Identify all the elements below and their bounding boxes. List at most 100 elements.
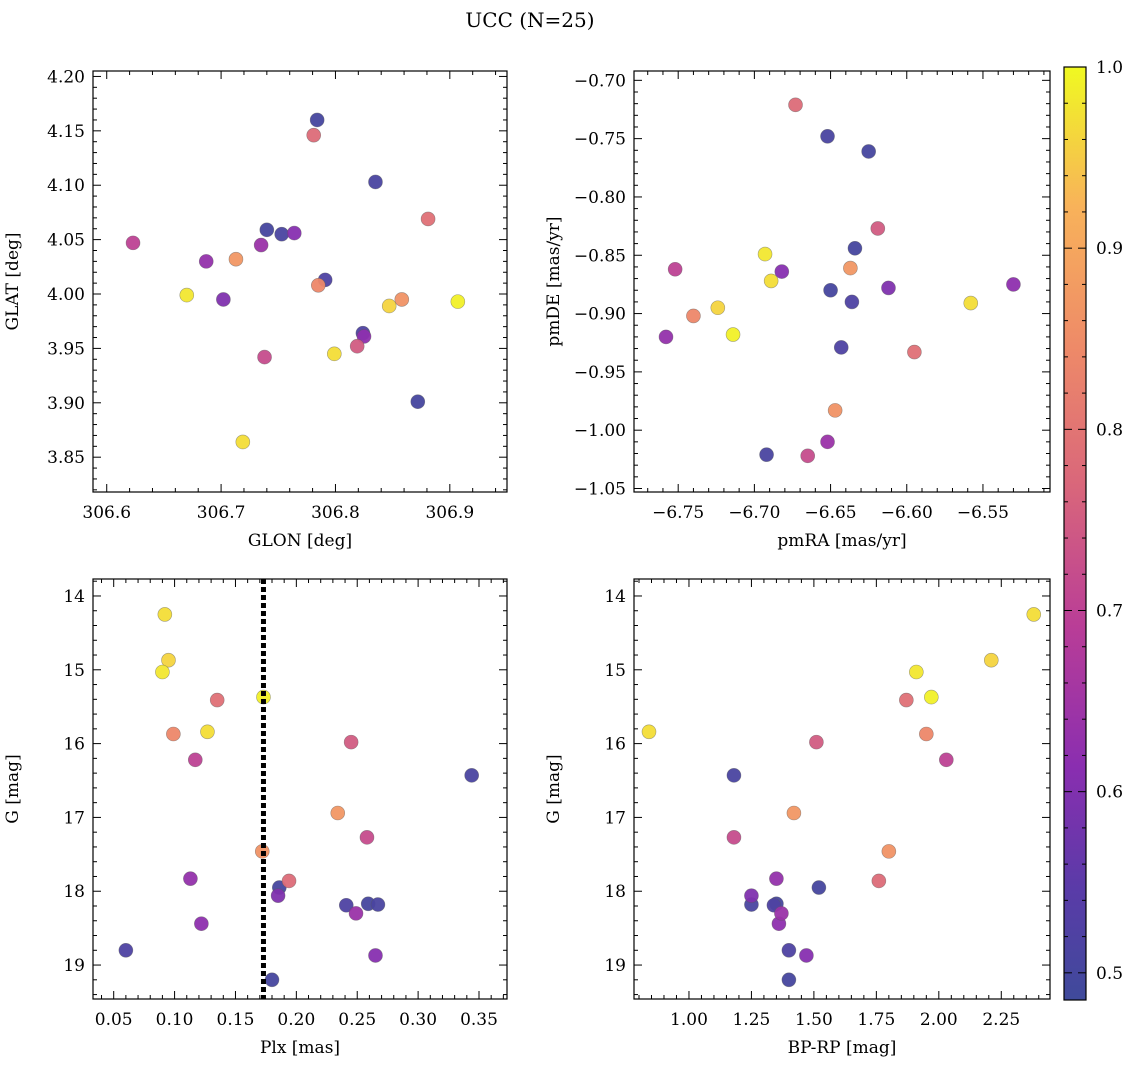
scatter-point (216, 292, 231, 307)
x-tick-label: 0.25 (338, 1010, 376, 1030)
scatter-point (881, 280, 896, 296)
scatter-point (658, 329, 674, 345)
y-tick-label: −0.75 (574, 130, 626, 150)
x-tick-label: 1.50 (795, 1010, 833, 1030)
scatter-point (809, 734, 824, 750)
panel-bprp-g: 1.00 1.25 1.50 1.75 2.00 2.25 14 15 16 17 18 19 BP-R… (544, 578, 1051, 1058)
y-tick-label: 17 (63, 808, 85, 828)
scatter-point (179, 287, 195, 303)
scatter-point (1026, 607, 1042, 622)
scatter-point (686, 308, 701, 324)
scatter-point (833, 340, 849, 355)
points-bprp-g (641, 607, 1042, 988)
scatter-point (781, 972, 797, 988)
colorbar-tick-label: 0.9 (1096, 239, 1123, 259)
scatter-point (774, 906, 789, 921)
scatter-point (209, 692, 225, 708)
scatter-point (744, 888, 759, 903)
scatter-point (924, 689, 939, 705)
scatter-point (161, 652, 176, 668)
plot-frame (633, 70, 1051, 493)
x-tick-label: 0.20 (277, 1010, 315, 1030)
scatter-point (907, 344, 922, 360)
scatter-point (370, 897, 386, 912)
colorbar-tick-label: 0.6 (1096, 783, 1123, 803)
x-tick-label: −6.70 (728, 503, 780, 523)
x-axis-label: Plx [mas] (260, 1038, 340, 1058)
x-axis-label: pmRA [mas/yr] (777, 531, 906, 551)
y-tick-label: 15 (63, 661, 85, 681)
scatter-point (259, 222, 275, 238)
scatter-point (253, 237, 269, 253)
x-axis-label: BP-RP [mag] (788, 1038, 897, 1058)
plot-frame (92, 578, 508, 1000)
x-tick-label: 0.10 (156, 1010, 194, 1030)
scatter-point (464, 768, 479, 783)
scatter-point (381, 298, 397, 314)
scatter-point (157, 607, 173, 622)
scatter-point (871, 873, 887, 889)
y-tick-label: 4.00 (47, 285, 85, 305)
scatter-point (256, 689, 271, 705)
scatter-point (774, 264, 790, 279)
scatter-point (799, 948, 814, 963)
scatter-point (270, 888, 286, 903)
x-tick-label: 1.25 (732, 1010, 770, 1030)
scatter-point (861, 144, 876, 159)
y-tick-label: 18 (604, 882, 626, 902)
y-axis-label: G [mag] (544, 754, 564, 823)
scatter-point (899, 692, 914, 708)
colorbar-tick-label: 0.8 (1096, 420, 1123, 440)
scatter-point (349, 338, 365, 354)
y-tick-label: 14 (604, 587, 626, 607)
y-tick-label: 19 (63, 956, 85, 976)
scatter-point (310, 278, 326, 293)
x-tick-label: 306.9 (425, 503, 474, 523)
scatter-point (847, 240, 863, 256)
scatter-point (800, 448, 816, 464)
scatter-point (769, 871, 784, 886)
y-tick-label: 17 (604, 808, 626, 828)
scatter-point (844, 294, 860, 310)
scatter-point (183, 871, 198, 886)
scatter-point (410, 394, 426, 410)
y-tick-label: −0.95 (574, 363, 626, 383)
colorbar: 0.5 0.6 0.7 0.8 0.9 1.0 (1063, 58, 1123, 1001)
scatter-point (811, 880, 827, 895)
scatter-point (394, 292, 410, 307)
scatter-point (368, 174, 383, 190)
scatter-point (338, 897, 354, 913)
scatter-point (710, 300, 726, 316)
colorbar-frame (1063, 66, 1087, 1001)
scatter-point (983, 652, 999, 668)
points-plx-g (118, 607, 479, 988)
y-tick-label: 18 (63, 882, 85, 902)
y-tick-label: 4.20 (47, 67, 85, 87)
scatter-point (843, 260, 858, 276)
plot-frame (92, 70, 508, 493)
x-tick-label: −6.60 (881, 503, 933, 523)
scatter-point (187, 752, 203, 768)
x-tick-label: 2.00 (920, 1010, 958, 1030)
y-tick-label: 3.95 (47, 339, 85, 359)
chart-title: UCC (N=25) (465, 8, 594, 32)
x-tick-label: −6.75 (652, 503, 704, 523)
scatter-point (820, 129, 835, 144)
scatter-point (823, 282, 838, 298)
scatter-point (330, 805, 346, 821)
scatter-point (641, 724, 657, 740)
y-tick-label: −0.80 (574, 188, 626, 208)
y-tick-label: −1.00 (574, 421, 626, 441)
x-tick-label: 2.25 (982, 1010, 1020, 1030)
y-axis-label: pmDE [mas/yr] (544, 216, 564, 346)
scatter-point (788, 97, 803, 113)
y-tick-label: 16 (604, 735, 626, 755)
scatter-point (228, 251, 244, 267)
scatter-point (909, 664, 924, 680)
x-axis-label: GLON [deg] (248, 531, 352, 551)
y-tick-label: 16 (63, 735, 85, 755)
x-tick-label: 306.7 (197, 503, 246, 523)
x-tick-label: 0.05 (95, 1010, 133, 1030)
x-tick-label: −6.55 (957, 503, 1009, 523)
y-tick-label: 19 (604, 956, 626, 976)
